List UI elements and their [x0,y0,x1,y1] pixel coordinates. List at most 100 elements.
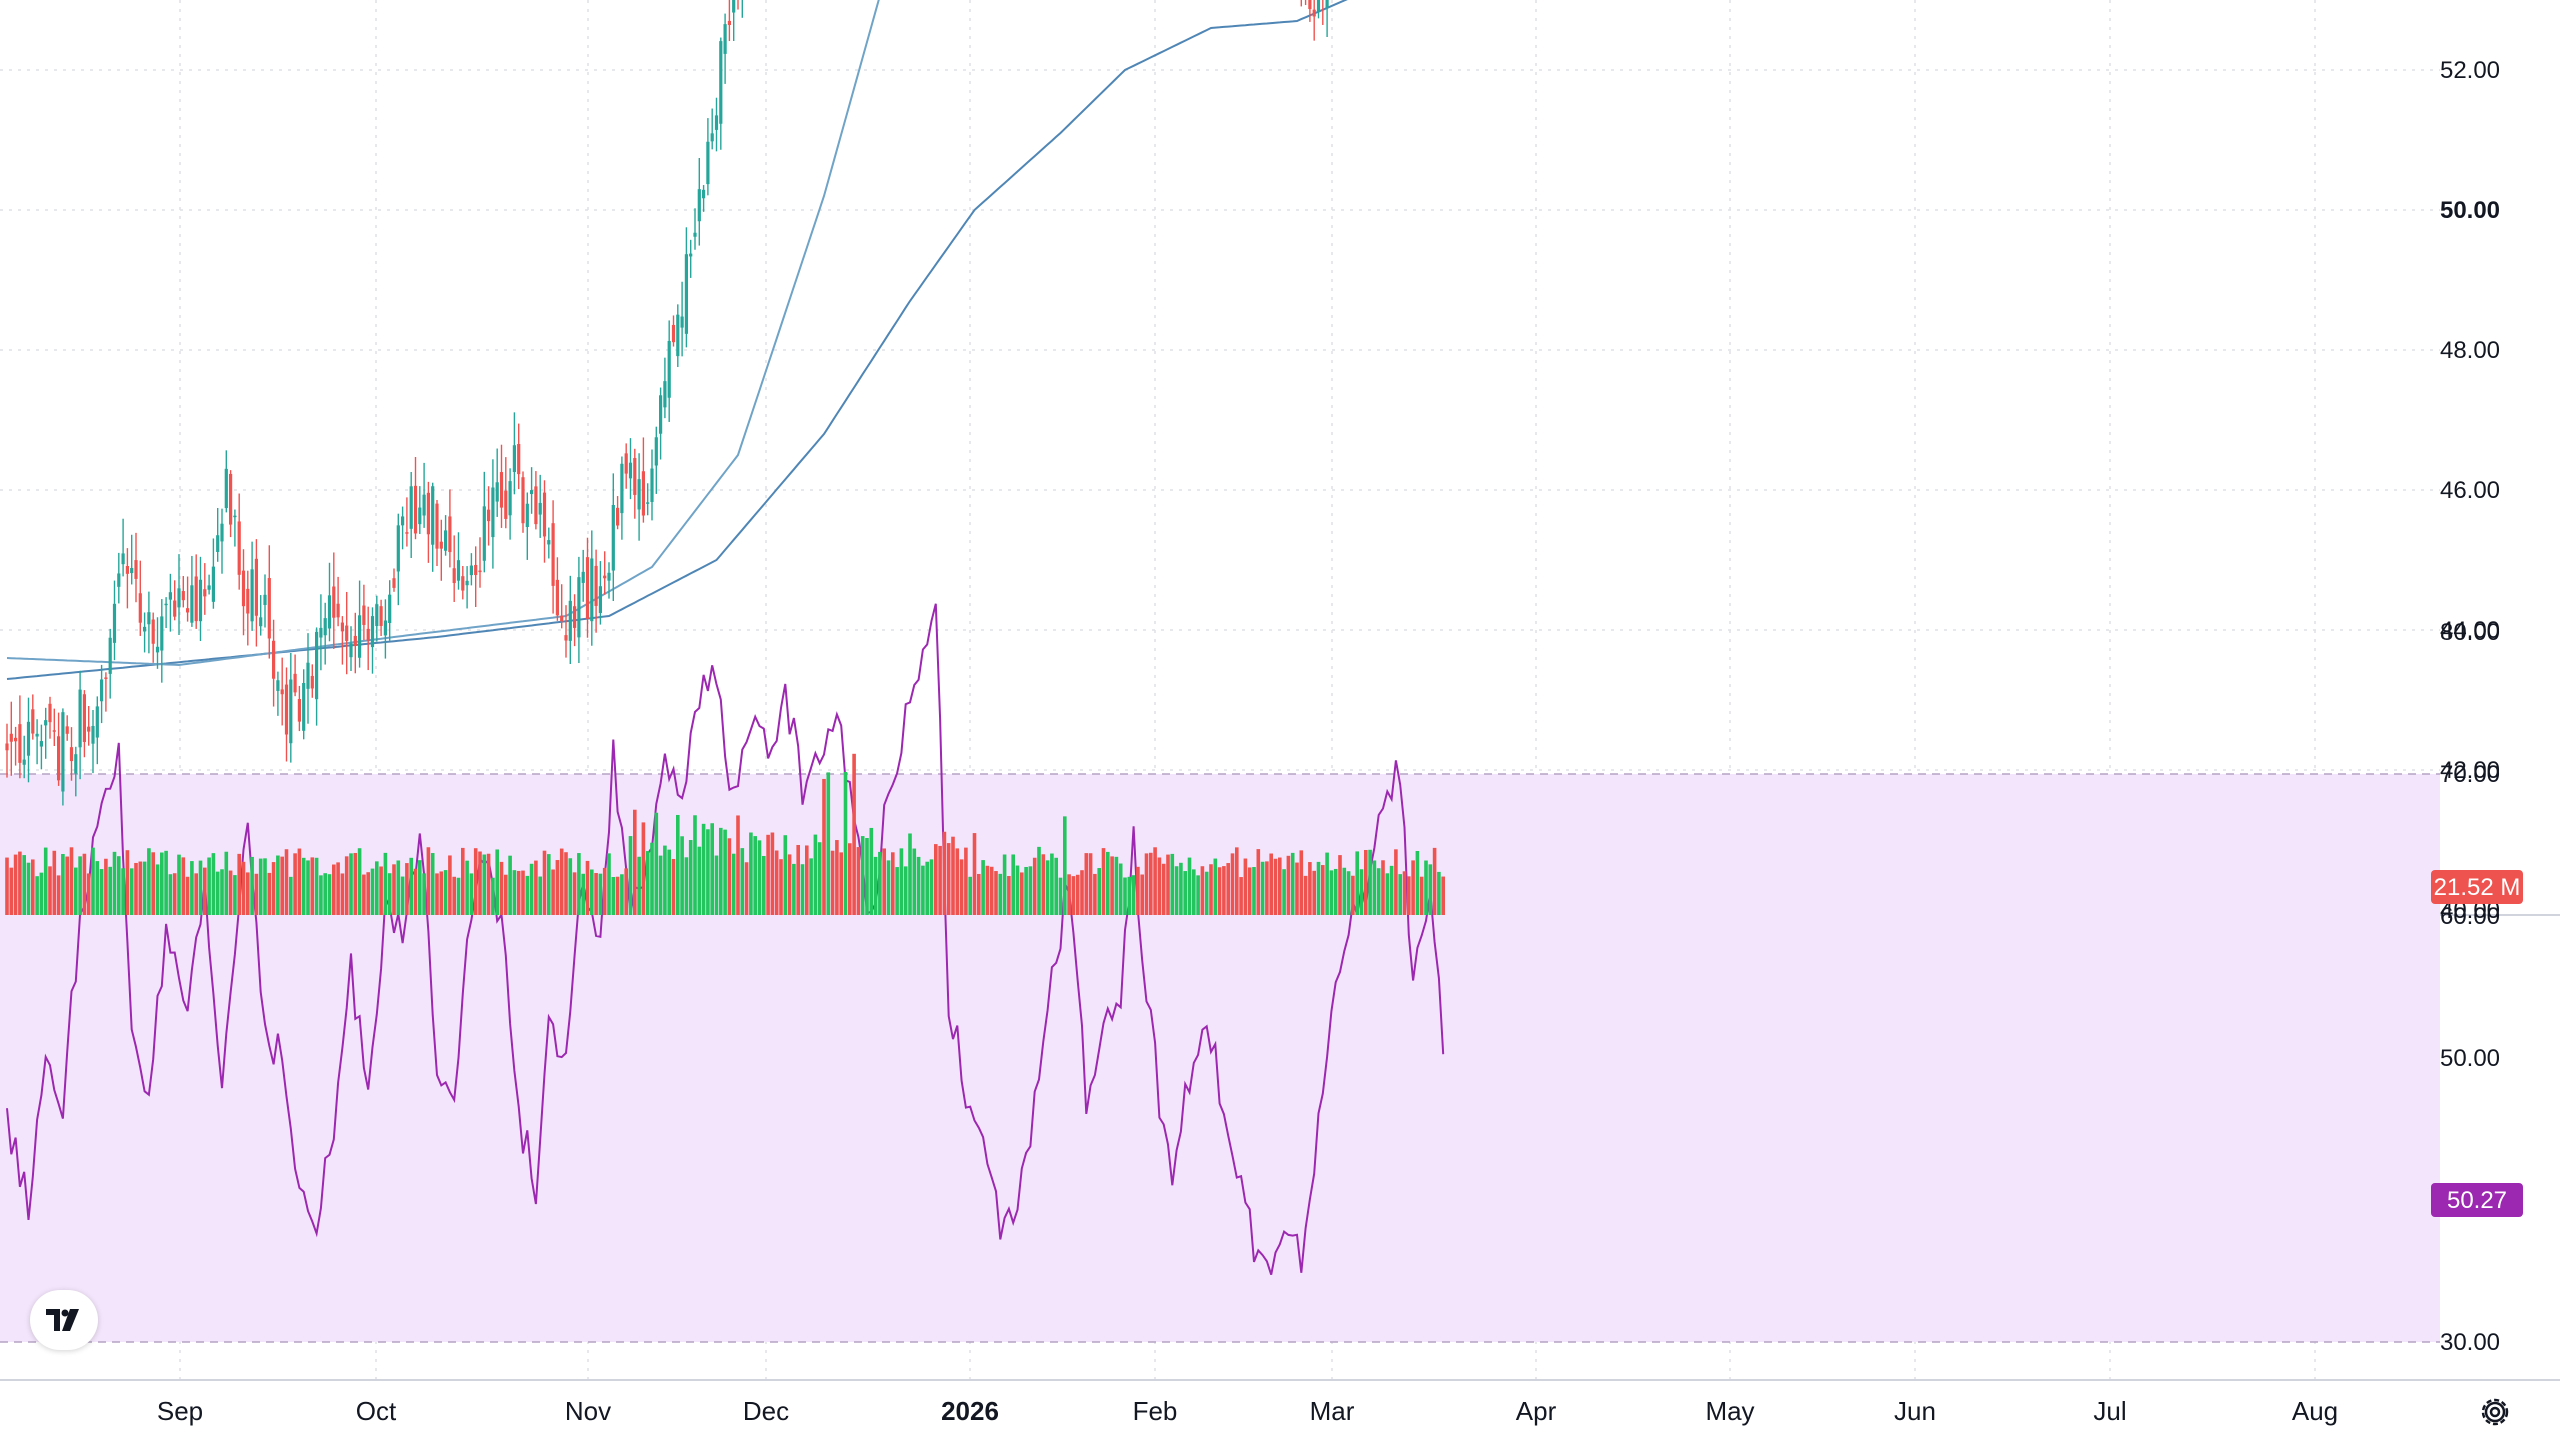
volume-bar [357,848,362,915]
volume-bar [1028,866,1033,915]
volume-bar [61,854,65,915]
candle-body [52,730,56,732]
volume-bar [899,848,904,915]
candle-body [611,504,615,571]
volume-bar [534,860,538,915]
volume-bar [375,861,379,915]
volume-bar [18,851,22,915]
volume-bar [323,873,327,915]
candle-body [125,566,129,574]
candle-body [168,592,172,600]
volume-bar [684,857,689,915]
volume-bar [74,867,78,915]
volume-bar [753,836,757,915]
volume-bar [551,869,555,915]
candle-body [121,553,125,565]
volume-bar [792,863,796,915]
volume-bar [336,862,340,915]
candle-body [560,615,564,622]
volume-bar [577,853,581,915]
volume-bar [1411,860,1415,915]
candle-body [237,521,241,575]
volume-bar [1402,871,1407,915]
volume-bar [654,812,659,915]
volume-bar [194,873,198,915]
candle-body [155,646,160,653]
candle-body [650,468,654,502]
volume-bar [1050,853,1054,915]
volume-bar [1213,858,1218,915]
volume-bar [241,861,246,915]
volume-bar [418,860,422,915]
candle-body [598,586,602,614]
volume-bar [168,874,173,915]
time-axis[interactable]: Sep Oct Nov Dec 2026 Feb Mar Apr May Jun Jul Aug [157,1396,2338,1426]
volume-bar [306,860,310,915]
volume-bar [1282,869,1286,915]
volume-bar [564,852,568,915]
volume-bar [779,859,783,915]
volume-bar [865,838,869,915]
candle-body [392,578,396,588]
volume-bar [959,859,964,915]
rsi-badge: 50.27 [2431,1183,2523,1217]
volume-bar [1265,861,1269,915]
volume-bar [1123,877,1127,915]
volume-bar [129,868,134,915]
volume-bar [736,815,740,915]
volume-bar [43,847,48,915]
volume-bar [104,858,108,915]
volume-bar [641,822,646,915]
volume-bar [1024,866,1028,915]
volume-bar [332,864,336,915]
candle-body [259,617,263,627]
volume-bar [207,857,211,915]
volume-bar [172,873,177,915]
volume-bar [1286,855,1291,915]
candle-body [573,606,577,628]
candle-body [190,585,194,623]
candle-body [521,477,525,524]
volume-bar [762,855,766,915]
volume-bar [246,872,250,915]
candle-body [517,444,521,475]
rsi-band [0,774,2440,1342]
volume-bar [916,856,921,915]
time-label: Sep [157,1396,203,1426]
volume-bar [1067,874,1071,915]
volume-bar [465,860,469,915]
volume-bar [1217,867,1222,915]
volume-bar [912,848,917,915]
candle-body [633,458,637,495]
volume-bar [319,875,323,915]
candle-body [336,603,340,618]
candle-body [534,486,538,525]
candle-body [117,573,121,587]
volume-badge-box [2431,870,2523,904]
candle-body [246,588,250,614]
rsi-tick-label: 80.00 [2440,619,2500,646]
time-label: Aug [2292,1396,2338,1426]
volume-bar [852,753,856,915]
volume-bar [237,853,241,915]
time-label: Mar [1310,1396,1355,1426]
volume-bar [151,852,155,915]
candle-body [254,558,258,616]
volume-bar [985,865,990,915]
gear-icon[interactable] [2477,1394,2513,1430]
volume-bar [856,847,861,915]
volume-bar [1063,816,1067,915]
volume-bar [770,832,775,915]
volume-bar [1101,848,1106,915]
volume-bar [848,843,852,915]
volume-bar [693,815,697,915]
candle-body [676,314,680,357]
time-label: 2026 [941,1396,999,1426]
volume-bar [1222,866,1226,915]
tradingview-logo[interactable] [30,1290,98,1350]
volume-bar [215,871,220,915]
volume-bar [1174,866,1179,915]
volume-bar [491,877,495,915]
